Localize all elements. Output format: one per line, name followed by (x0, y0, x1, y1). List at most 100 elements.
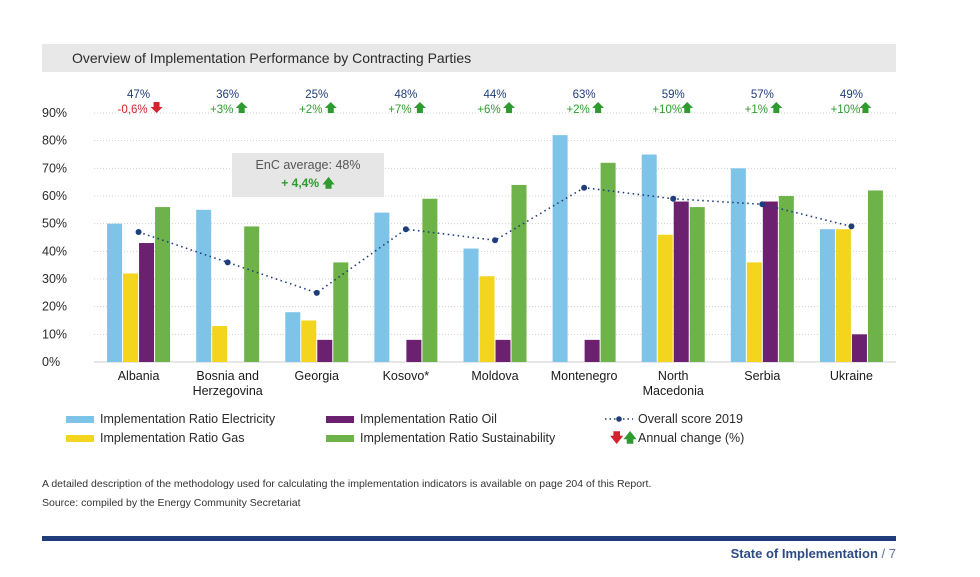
bar (511, 184, 527, 362)
score-label: 44% (483, 89, 506, 101)
bar (495, 339, 511, 362)
enc-average-annotation: EnC average: 48% + 4,4% 🡅 (232, 153, 384, 197)
legend-dotted-line-icon (605, 416, 633, 422)
y-tick-label: 60% (42, 189, 67, 203)
bar (552, 135, 568, 362)
x-tick-label: Montenegro (551, 369, 618, 383)
bar (301, 320, 317, 362)
enc-average-change-value: + 4,4% (281, 176, 319, 190)
bar (762, 201, 778, 362)
footer-section: State of Implementation (730, 546, 878, 561)
arrow-up-icon (770, 102, 783, 113)
annual-change-label: +10% (652, 104, 682, 116)
y-tick-label: 40% (42, 244, 67, 258)
arrow-up-icon (324, 102, 337, 113)
bar (374, 212, 390, 362)
annual-change-label: +6% (477, 104, 500, 116)
x-tick-label: Moldova (471, 369, 518, 383)
legend-swatch-electricity (66, 416, 94, 423)
chart-title-bar: Overview of Implementation Performance b… (42, 44, 896, 72)
overall-score-point (402, 226, 409, 233)
legend-label-overall: Overall score 2019 (638, 412, 743, 426)
legend-swatch-gas (66, 435, 94, 442)
arrow-up-icon (235, 102, 248, 113)
annual-change-label: +2% (299, 104, 322, 116)
bar (333, 262, 349, 362)
arrow-up-icon (681, 102, 694, 113)
bar (851, 334, 867, 362)
overall-score-point (224, 259, 231, 266)
bar (584, 339, 600, 362)
bar (107, 223, 123, 362)
bar (867, 190, 883, 362)
y-tick-label: 10% (42, 327, 67, 341)
chart-title: Overview of Implementation Performance b… (72, 50, 472, 66)
overall-score-point (135, 228, 142, 235)
score-label: 47% (127, 89, 150, 101)
overall-score-point (581, 184, 588, 191)
footer-rule (42, 536, 896, 541)
x-tick-label: North (658, 369, 689, 383)
bar (155, 207, 171, 362)
bar (600, 162, 616, 362)
annual-change-label: +7% (388, 104, 411, 116)
x-tick-label: Herzegovina (193, 384, 263, 398)
x-tick-label: Albania (118, 369, 160, 383)
score-label: 25% (305, 89, 328, 101)
bar (422, 198, 438, 362)
overall-score-point (492, 237, 498, 244)
source-note: Source: compiled by the Energy Community… (42, 497, 301, 509)
bar (778, 196, 794, 362)
bar (196, 209, 212, 362)
overall-score-point (759, 201, 766, 208)
methodology-note: A detailed description of the methodolog… (42, 478, 652, 490)
score-label: 48% (394, 89, 417, 101)
bar (730, 168, 746, 362)
bar (463, 248, 479, 362)
overall-score-point (313, 289, 320, 296)
bar (641, 154, 657, 362)
legend-swatch-sustainability (326, 435, 354, 442)
y-tick-label: 20% (42, 300, 67, 314)
legend-label-electricity: Implementation Ratio Electricity (100, 412, 276, 426)
score-label: 49% (840, 89, 863, 101)
y-tick-label: 0% (42, 355, 60, 369)
score-label: 57% (751, 89, 774, 101)
annual-change-label: +10% (831, 104, 861, 116)
y-tick-label: 90% (42, 106, 67, 120)
legend-label-oil: Implementation Ratio Oil (360, 412, 497, 426)
x-tick-label: Serbia (744, 369, 780, 383)
bar (835, 229, 851, 362)
up-down-arrows-icon: 🡇🡅 (610, 430, 637, 445)
legend-label-gas: Implementation Ratio Gas (100, 431, 245, 445)
bar (746, 262, 762, 362)
y-tick-label: 80% (42, 134, 67, 148)
enc-average-label: EnC average: 48% (255, 158, 361, 172)
bar (673, 201, 689, 362)
x-tick-label: Kosovo* (383, 369, 430, 383)
footer: State of Implementation / 7 (600, 546, 896, 561)
overall-score-line (138, 186, 852, 294)
x-tick-label: Macedonia (643, 384, 704, 398)
footer-page-number: / 7 (877, 546, 896, 561)
arrow-up-icon (413, 102, 426, 113)
arrow-up-icon (859, 102, 872, 113)
bar (212, 326, 228, 362)
arrow-up-icon (503, 102, 515, 113)
annual-change-label: -0,6% (118, 104, 148, 116)
x-tick-label: Bosnia and (196, 369, 259, 383)
annual-change-label: +1% (745, 104, 768, 116)
arrow-up-icon (592, 102, 605, 113)
bar (819, 229, 835, 362)
legend-label-sustainability: Implementation Ratio Sustainability (360, 431, 556, 445)
legend-label-annual: Annual change (%) (638, 431, 745, 445)
x-tick-label: Georgia (295, 369, 340, 383)
bar (479, 276, 495, 362)
x-tick-label: Ukraine (830, 369, 873, 383)
enc-average-change: + 4,4% 🡅 (232, 174, 384, 195)
bar-chart: 0% 10% 20% 30% 40% 50% 60% 70% 80% 90% Albania 47% -… (42, 89, 896, 398)
y-tick-label: 70% (42, 161, 67, 175)
annual-change-label: +2% (566, 104, 589, 116)
bar (657, 234, 673, 362)
bar (244, 226, 260, 362)
